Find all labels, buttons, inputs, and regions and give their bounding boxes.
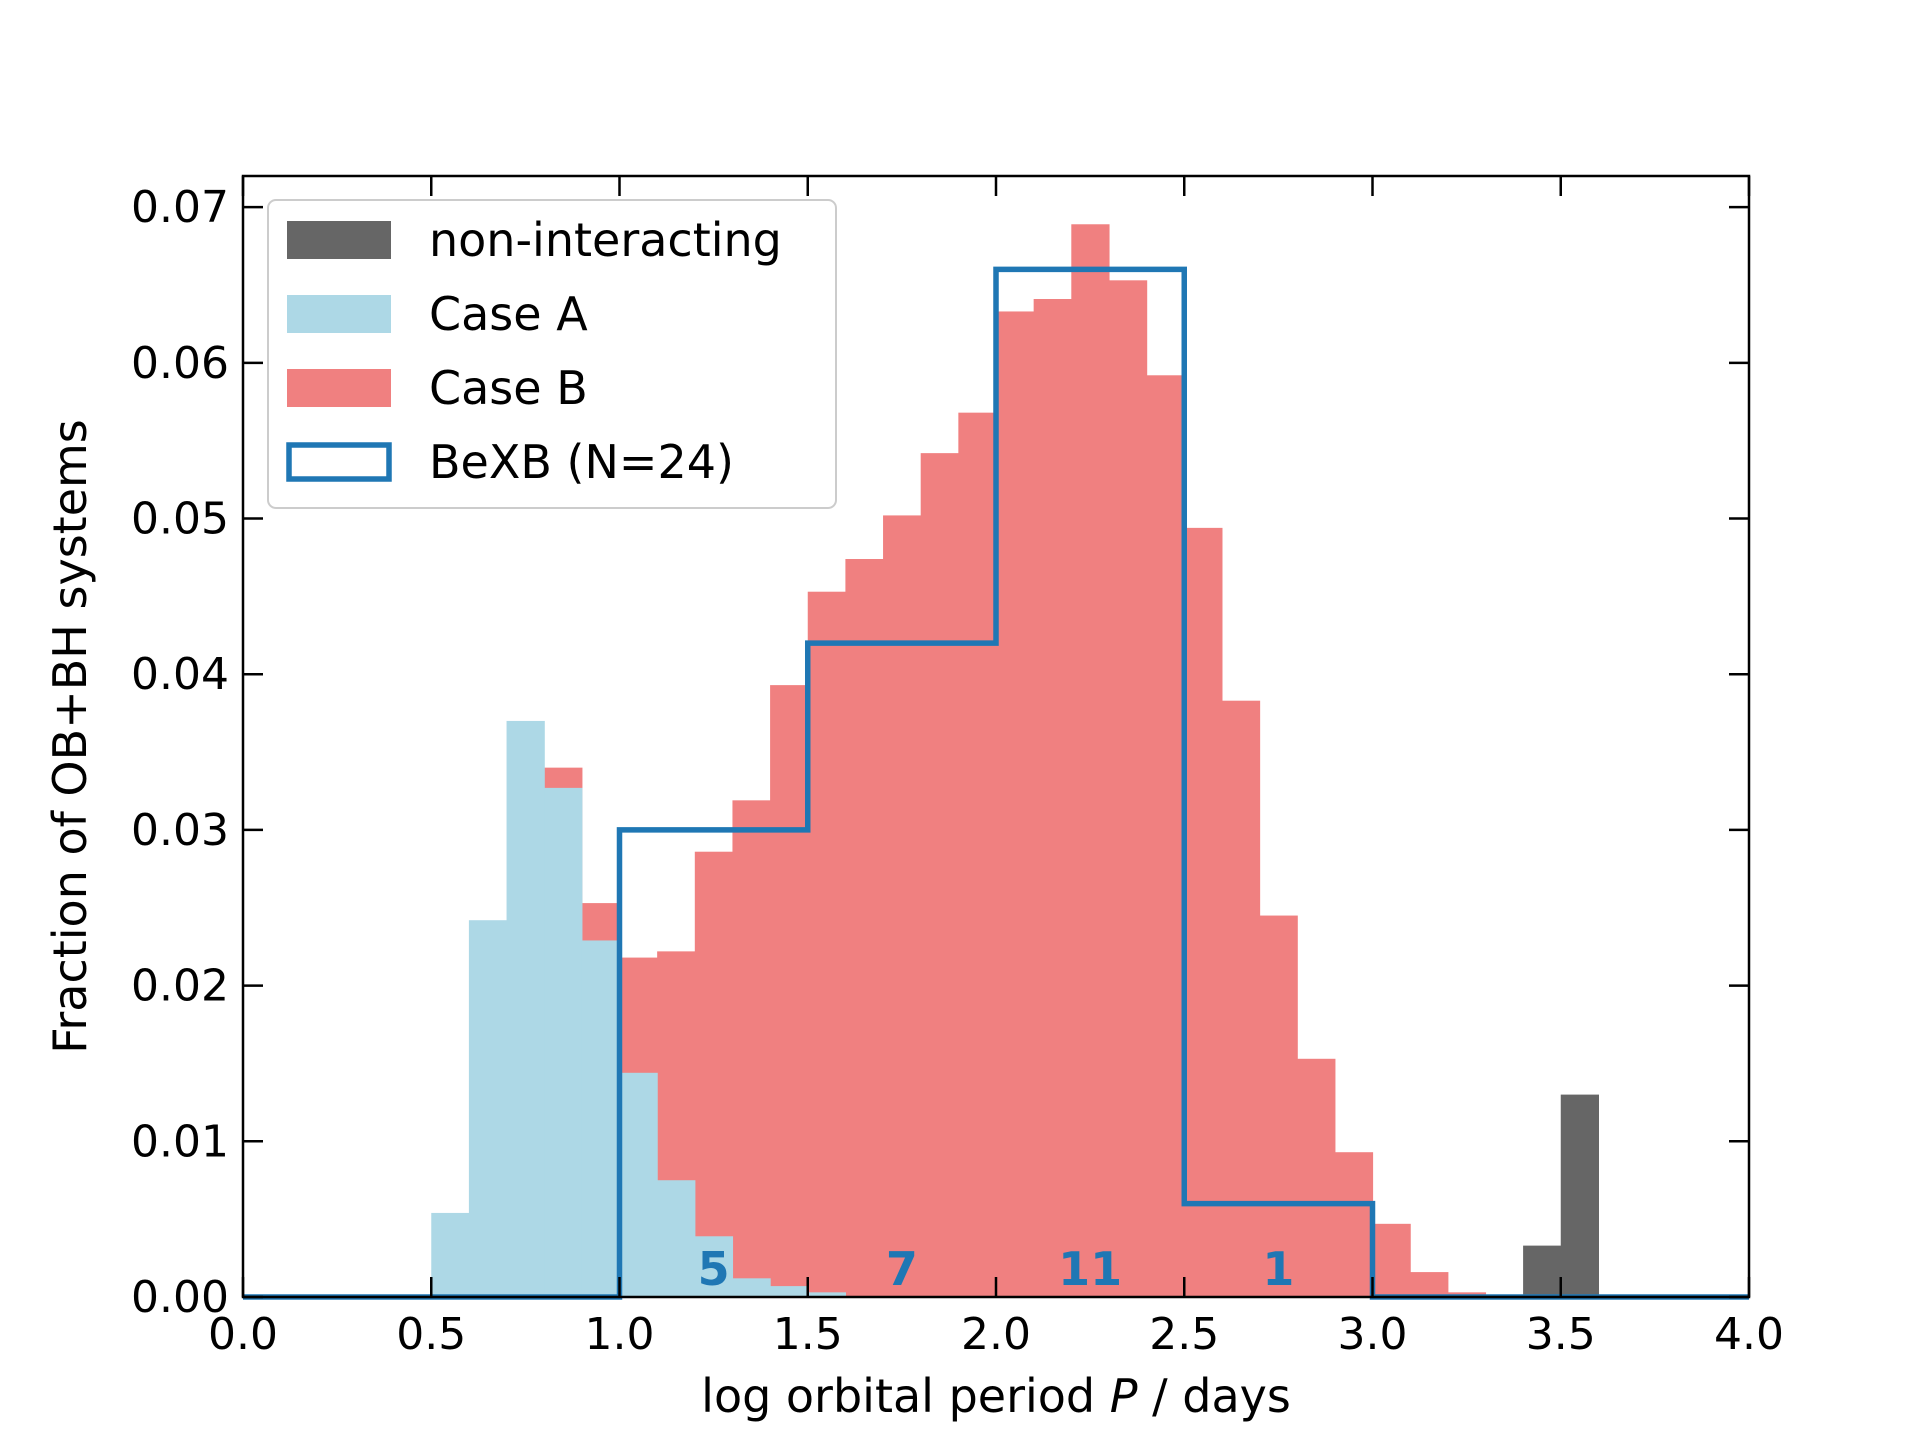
bar-case-b (845, 559, 884, 1297)
x-tick-labels: 0.0 0.5 1.0 1.5 2.0 2.5 3.0 3.5 4.0 (208, 1309, 1784, 1360)
bar-case-b (996, 311, 1035, 1297)
bar-case-b (1146, 375, 1185, 1297)
y-tick-labels: 0.00 0.01 0.02 0.03 0.04 0.05 0.06 0.07 (131, 182, 229, 1323)
y-tick-label: 0.06 (131, 338, 229, 389)
legend-swatch-non-interacting (287, 221, 391, 259)
legend-label-case-b: Case B (429, 361, 588, 415)
x-axis-label-prefix: log orbital period (701, 1369, 1110, 1423)
x-axis-label: log orbital period P / days (701, 1369, 1291, 1423)
legend-label-bexb: BeXB (N=24) (429, 435, 734, 489)
x-tick-label: 4.0 (1714, 1309, 1784, 1360)
y-tick-label: 0.05 (131, 494, 229, 545)
legend-label-case-a: Case A (429, 287, 588, 341)
bar-case-a (657, 1180, 696, 1297)
y-tick-label: 0.03 (131, 805, 229, 856)
x-tick-label: 3.5 (1526, 1309, 1596, 1360)
bar-case-b (1108, 280, 1148, 1297)
bar-case-b (1372, 1223, 1411, 1297)
bexb-count-label: 1 (1262, 1242, 1294, 1296)
bar-non-interacting (1523, 1245, 1562, 1297)
axis-ticks (241, 176, 1751, 1299)
bar-case-a (581, 940, 621, 1297)
bar-case-b (958, 412, 997, 1298)
bar-case-a (468, 920, 508, 1297)
y-tick-label: 0.04 (131, 649, 229, 700)
legend-label-non-interacting: non-interacting (429, 213, 782, 267)
bar-non-interacting (1560, 1094, 1599, 1297)
x-tick-label: 3.0 (1338, 1309, 1408, 1360)
bar-case-a (506, 720, 545, 1297)
x-tick-label: 1.5 (773, 1309, 843, 1360)
bexb-count-label: 7 (886, 1242, 918, 1296)
bar-case-b (732, 800, 771, 1297)
y-tick-label: 0.00 (131, 1272, 229, 1323)
legend-box (267, 199, 837, 509)
bar-case-a (431, 1212, 470, 1297)
y-axis-label: Fraction of OB+BH systems (43, 419, 97, 1054)
legend-entry-case-b: Case B (287, 361, 588, 415)
bar-case-a (807, 1292, 846, 1297)
legend-entry-non-interacting: non-interacting (287, 213, 782, 267)
legend-swatch-case-a (287, 295, 391, 333)
x-axis-label-suffix: / days (1138, 1369, 1291, 1423)
x-tick-label: 2.5 (1149, 1309, 1219, 1360)
bar-case-b (883, 515, 922, 1297)
histogram-bars (431, 224, 1599, 1298)
x-axis-label-variable: P (1110, 1369, 1138, 1423)
y-tick-label: 0.01 (131, 1116, 229, 1167)
bar-case-a (694, 1236, 734, 1297)
y-tick-label: 0.02 (131, 961, 229, 1012)
x-tick-label: 0.5 (396, 1309, 466, 1360)
bar-case-b (1221, 700, 1261, 1297)
bar-case-b (1033, 298, 1072, 1297)
bexb-count-labels: 5 7 11 1 (698, 1242, 1295, 1296)
legend-entry-case-a: Case A (287, 287, 588, 341)
y-tick-label: 0.07 (131, 182, 229, 233)
x-tick-label: 1.0 (585, 1309, 655, 1360)
bar-case-a (732, 1278, 771, 1297)
bexb-count-label: 11 (1058, 1242, 1122, 1296)
bar-case-b (807, 591, 846, 1297)
bar-case-b (1259, 915, 1298, 1297)
legend: non-interacting Case A Case B BeXB (N=24… (267, 199, 837, 509)
bar-case-b (1071, 224, 1110, 1298)
x-tick-label: 0.0 (208, 1309, 278, 1360)
legend-swatch-bexb (286, 442, 392, 482)
bar-case-b (770, 685, 809, 1297)
legend-swatch-case-b (287, 369, 391, 407)
bar-case-b (1184, 527, 1223, 1297)
bar-case-a (770, 1286, 809, 1297)
bar-case-b (1410, 1272, 1449, 1297)
bar-case-b (694, 851, 734, 1297)
bexb-count-label: 5 (698, 1242, 730, 1296)
bar-case-a (619, 1072, 658, 1297)
bar-case-b (1334, 1152, 1374, 1297)
bar-case-a (544, 787, 583, 1297)
legend-entry-bexb: BeXB (N=24) (286, 435, 734, 489)
bar-case-b (920, 453, 959, 1297)
x-tick-label: 2.0 (961, 1309, 1031, 1360)
bar-case-b (1297, 1058, 1336, 1297)
